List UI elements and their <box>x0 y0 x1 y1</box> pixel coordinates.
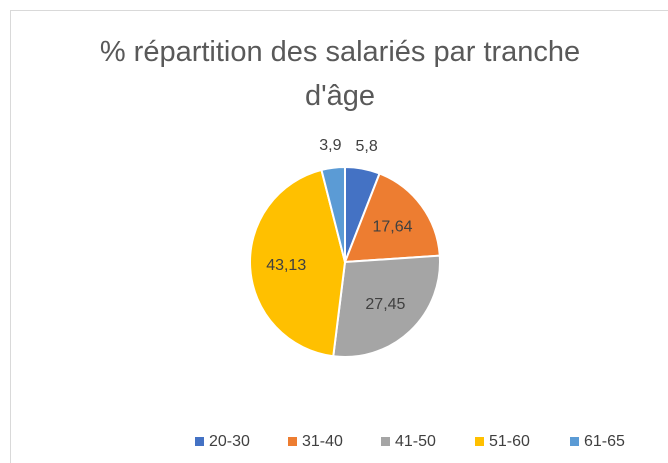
legend-label: 20-30 <box>209 433 250 450</box>
chart-border <box>10 10 668 463</box>
data-label: 5,8 <box>356 138 378 155</box>
pie-slice <box>249 168 347 358</box>
data-label: 27,45 <box>365 296 405 313</box>
legend-label: 61-65 <box>584 433 625 450</box>
legend-label: 51-60 <box>489 433 530 450</box>
data-label: 43,13 <box>266 257 306 274</box>
legend-swatch <box>195 437 204 446</box>
legend-swatch <box>570 437 579 446</box>
pie-slice <box>320 165 346 263</box>
data-label: 17,64 <box>372 218 412 235</box>
chart-title: % répartition des salariés par tranche d… <box>99 36 581 112</box>
legend-swatch <box>475 437 484 446</box>
legend-swatch <box>288 437 297 446</box>
legend-swatch <box>381 437 390 446</box>
legend-label: 41-50 <box>395 433 436 450</box>
legend-label: 31-40 <box>302 433 343 450</box>
data-label: 3,9 <box>319 137 341 154</box>
pie-slice <box>332 254 441 358</box>
pie-slice <box>343 172 441 264</box>
